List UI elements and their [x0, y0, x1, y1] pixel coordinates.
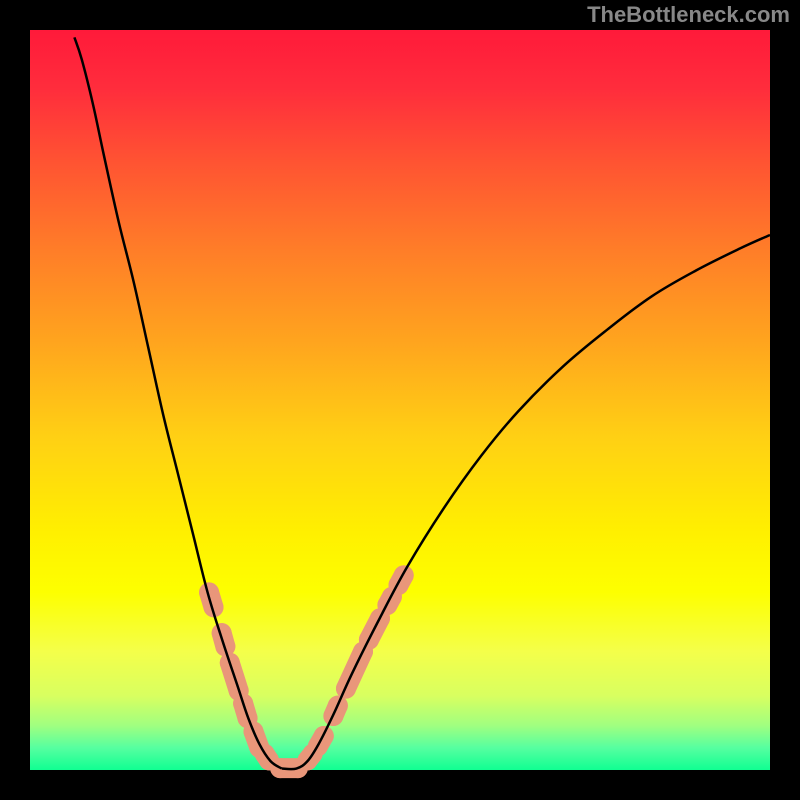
chart-root: TheBottleneck.com — [0, 0, 800, 800]
plot-background — [30, 30, 770, 770]
watermark: TheBottleneck.com — [587, 2, 790, 27]
chart-svg: TheBottleneck.com — [0, 0, 800, 800]
